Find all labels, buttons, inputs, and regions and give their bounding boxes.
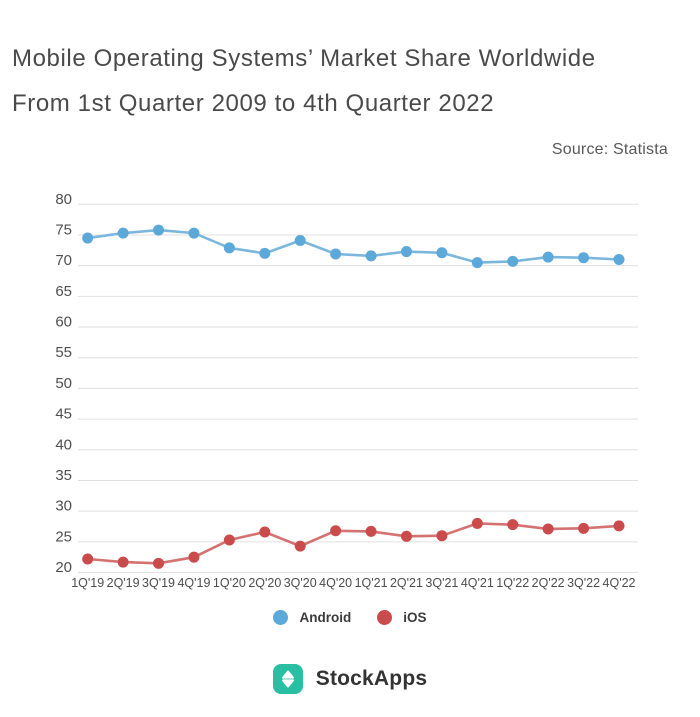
- svg-text:20: 20: [55, 559, 72, 576]
- svg-text:3Q'19: 3Q'19: [142, 576, 175, 590]
- svg-text:30: 30: [55, 498, 72, 515]
- svg-text:1Q'19: 1Q'19: [71, 576, 104, 590]
- svg-text:35: 35: [55, 467, 72, 484]
- svg-text:25: 25: [55, 528, 72, 545]
- svg-text:50: 50: [55, 375, 72, 392]
- stockapps-logo-icon: [272, 664, 303, 694]
- svg-text:60: 60: [55, 314, 72, 331]
- svg-text:4Q'19: 4Q'19: [177, 576, 210, 590]
- android-legend-dot-icon: [273, 610, 289, 625]
- svg-text:65: 65: [55, 283, 72, 300]
- svg-text:45: 45: [55, 406, 72, 423]
- svg-text:3Q'22: 3Q'22: [567, 576, 600, 590]
- svg-text:4Q'21: 4Q'21: [461, 576, 494, 590]
- svg-text:75: 75: [55, 221, 72, 238]
- svg-text:1Q'20: 1Q'20: [213, 576, 246, 590]
- svg-text:1Q'21: 1Q'21: [355, 576, 388, 590]
- svg-text:3Q'21: 3Q'21: [425, 576, 458, 590]
- svg-text:2Q'20: 2Q'20: [248, 576, 281, 590]
- svg-text:4Q'20: 4Q'20: [319, 576, 352, 590]
- brand-name: StockApps: [315, 667, 428, 690]
- legend-label-android: Android: [299, 610, 352, 625]
- page-title-line1: Mobile Operating Systems’ Market Share W…: [12, 45, 596, 72]
- svg-text:80: 80: [55, 191, 72, 208]
- svg-text:55: 55: [55, 344, 72, 361]
- chart-legend: Android iOS: [0, 610, 700, 625]
- legend-item-android: Android: [273, 610, 351, 625]
- source-label: Source: Statista: [551, 141, 668, 158]
- ios-legend-dot-icon: [377, 610, 393, 625]
- svg-text:1Q'22: 1Q'22: [496, 576, 529, 590]
- svg-text:2Q'21: 2Q'21: [390, 576, 423, 590]
- legend-item-ios: iOS: [377, 610, 427, 625]
- brand-footer: StockApps: [0, 664, 700, 694]
- page-title-line2: From 1st Quarter 2009 to 4th Quarter 202…: [12, 90, 495, 117]
- svg-text:3Q'20: 3Q'20: [284, 576, 317, 590]
- page-title: Mobile Operating Systems’ Market Share W…: [12, 36, 700, 126]
- svg-text:70: 70: [55, 252, 72, 269]
- svg-text:40: 40: [55, 436, 72, 453]
- svg-text:4Q'22: 4Q'22: [603, 576, 636, 590]
- svg-text:2Q'22: 2Q'22: [532, 576, 565, 590]
- legend-label-ios: iOS: [403, 610, 427, 625]
- svg-text:2Q'19: 2Q'19: [107, 576, 140, 590]
